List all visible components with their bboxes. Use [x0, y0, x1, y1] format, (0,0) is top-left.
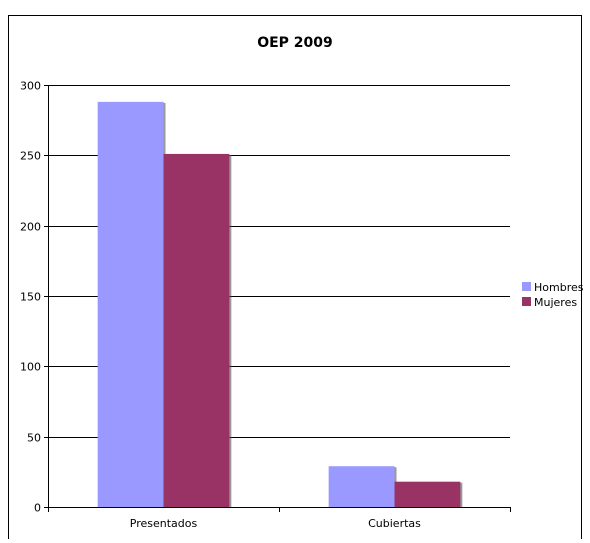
bars — [97, 101, 463, 507]
legend-swatch-mujeres — [522, 297, 531, 306]
y-tick-label: 150 — [20, 291, 41, 304]
legend-label-mujeres: Mujeres — [534, 296, 577, 309]
chart-border — [8, 15, 582, 543]
x-axis-ticks: Presentados Cubiertas — [48, 507, 511, 530]
y-tick-label: 300 — [20, 80, 41, 93]
legend-label-hombres: Hombres — [534, 281, 584, 294]
y-tick-label: 250 — [20, 150, 41, 163]
chart-title: OEP 2009 — [257, 35, 333, 51]
legend: Hombres Mujeres — [522, 281, 584, 309]
x-tick-label: Cubiertas — [368, 517, 421, 530]
legend-swatch-hombres — [522, 282, 531, 291]
bar-hombres-cubiertas — [328, 466, 395, 507]
y-axis-ticks: 0 50 100 150 200 250 300 — [20, 80, 48, 515]
y-tick-label: 0 — [34, 502, 41, 515]
y-tick-label: 100 — [20, 361, 41, 374]
x-tick-label: Presentados — [130, 517, 198, 530]
bar-mujeres-presentados — [163, 153, 230, 507]
y-tick-label: 50 — [27, 432, 41, 445]
y-tick-label: 200 — [20, 221, 41, 234]
bar-hombres-presentados — [97, 101, 164, 507]
bar-mujeres-cubiertas — [394, 481, 461, 507]
